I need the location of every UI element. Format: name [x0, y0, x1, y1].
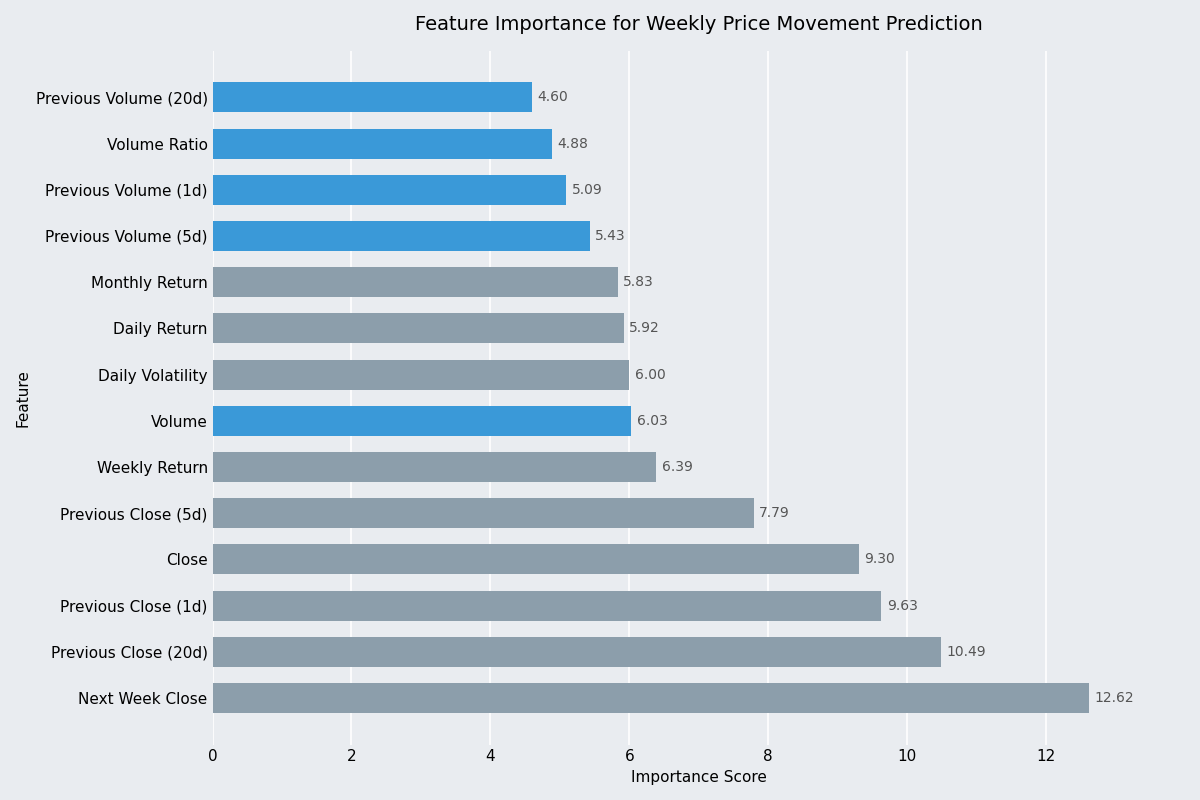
Text: 4.88: 4.88: [557, 137, 588, 150]
Bar: [212, 683, 1090, 713]
Bar: [212, 129, 552, 158]
Text: 5.09: 5.09: [571, 182, 602, 197]
Text: 5.92: 5.92: [629, 322, 660, 335]
Bar: [212, 314, 624, 343]
Bar: [212, 359, 629, 390]
Bar: [212, 82, 532, 112]
Text: 6.00: 6.00: [635, 368, 666, 382]
Text: 7.79: 7.79: [760, 506, 790, 520]
Title: Feature Importance for Weekly Price Movement Prediction: Feature Importance for Weekly Price Move…: [415, 15, 983, 34]
X-axis label: Importance Score: Importance Score: [631, 770, 767, 785]
Bar: [212, 545, 858, 574]
Text: 4.60: 4.60: [538, 90, 569, 104]
Bar: [212, 174, 566, 205]
Bar: [212, 498, 754, 528]
Text: 5.43: 5.43: [595, 229, 626, 243]
Bar: [212, 452, 656, 482]
Bar: [212, 637, 941, 667]
Bar: [212, 221, 589, 251]
Bar: [212, 406, 631, 436]
Y-axis label: Feature: Feature: [16, 369, 30, 426]
Text: 10.49: 10.49: [947, 645, 986, 659]
Text: 6.39: 6.39: [662, 460, 692, 474]
Text: 6.03: 6.03: [637, 414, 667, 428]
Bar: [212, 267, 618, 298]
Text: 5.83: 5.83: [623, 275, 654, 289]
Text: 9.63: 9.63: [887, 598, 918, 613]
Bar: [212, 590, 882, 621]
Text: 12.62: 12.62: [1094, 691, 1134, 705]
Text: 9.30: 9.30: [864, 553, 895, 566]
